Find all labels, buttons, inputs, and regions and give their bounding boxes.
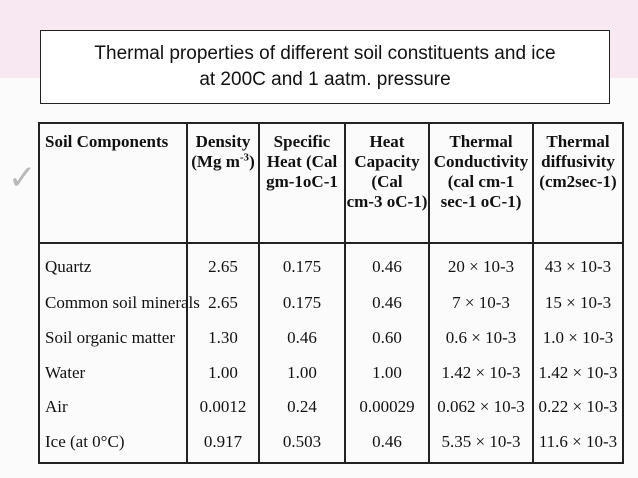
table-row: Soil organic matter 1.30 0.46 0.60 0.6 ×… [38,322,624,358]
cell-density: 1.00 [186,357,260,393]
cell-heat-capacity: 0.46 [344,427,430,464]
cell-heat-capacity: 0.60 [344,322,430,358]
cell-conductivity: 1.42 × 10-3 [428,357,534,393]
cell-component: Water [38,357,188,393]
cell-heat-capacity: 0.46 [344,288,430,323]
cell-density: 0.917 [186,427,260,464]
cell-density: 1.30 [186,322,260,358]
cell-conductivity: 20 × 10-3 [428,243,534,289]
cell-specific-heat: 0.175 [258,288,346,323]
table-row: Ice (at 0°C) 0.917 0.503 0.46 5.35 × 10-… [38,427,624,464]
table-row: Quartz 2.65 0.175 0.46 20 × 10-3 43 × 10… [38,243,624,289]
cell-specific-heat: 0.175 [258,243,346,289]
table-header-row: Soil Components Density (Mg m-3) Specifi… [38,122,624,244]
cell-diffusivity: 15 × 10-3 [532,288,624,323]
cell-component: Common soil minerals [38,288,200,323]
cell-component: Ice (at 0°C) [38,427,188,464]
cell-conductivity: 0.6 × 10-3 [428,322,534,358]
cell-specific-heat: 0.24 [258,392,346,428]
title-line-1: Thermal properties of different soil con… [94,43,556,64]
cell-density: 2.65 [186,243,260,289]
cell-heat-capacity: 0.00029 [344,392,430,428]
header-density: Density (Mg m-3) [186,122,260,244]
cell-diffusivity: 1.0 × 10-3 [532,322,624,358]
cell-component: Quartz [38,243,188,289]
cell-component: Soil organic matter [38,322,188,358]
cell-density: 0.0012 [186,392,260,428]
cell-specific-heat: 1.00 [258,357,346,393]
cell-specific-heat: 0.503 [258,427,346,464]
table-row: Air 0.0012 0.24 0.00029 0.062 × 10-3 0.2… [38,392,624,428]
cell-specific-heat: 0.46 [258,322,346,358]
checkmark-icon: ✓ [8,158,37,198]
cell-diffusivity: 43 × 10-3 [532,243,624,289]
cell-component: Air [38,392,188,428]
cell-density: 2.65 [186,288,260,323]
header-specific-heat: Specific Heat (Cal gm-1oC-1 [258,122,346,244]
cell-diffusivity: 11.6 × 10-3 [532,427,624,464]
slide-title: Thermal properties of different soil con… [40,30,610,104]
table-row: Water 1.00 1.00 1.00 1.42 × 10-3 1.42 × … [38,357,624,393]
cell-conductivity: 5.35 × 10-3 [428,427,534,464]
cell-diffusivity: 0.22 × 10-3 [532,392,624,428]
table-row: Common soil minerals 2.65 0.175 0.46 7 ×… [38,288,624,323]
cell-conductivity: 7 × 10-3 [428,288,534,323]
header-thermal-diffusivity: Thermal diffusivity (cm2sec-1) [532,122,624,244]
cell-conductivity: 0.062 × 10-3 [428,392,534,428]
header-heat-capacity: Heat Capacity (Cal cm-3 oC-1) [344,122,430,244]
title-line-2: at 200C and 1 aatm. pressure [199,69,451,90]
cell-diffusivity: 1.42 × 10-3 [532,357,624,393]
header-thermal-conductivity: Thermal Conductivity (cal cm-1 sec-1 oC-… [428,122,534,244]
cell-heat-capacity: 0.46 [344,243,430,289]
thermal-properties-table: Soil Components Density (Mg m-3) Specifi… [38,122,624,464]
header-soil-components: Soil Components [38,122,188,244]
cell-heat-capacity: 1.00 [344,357,430,393]
